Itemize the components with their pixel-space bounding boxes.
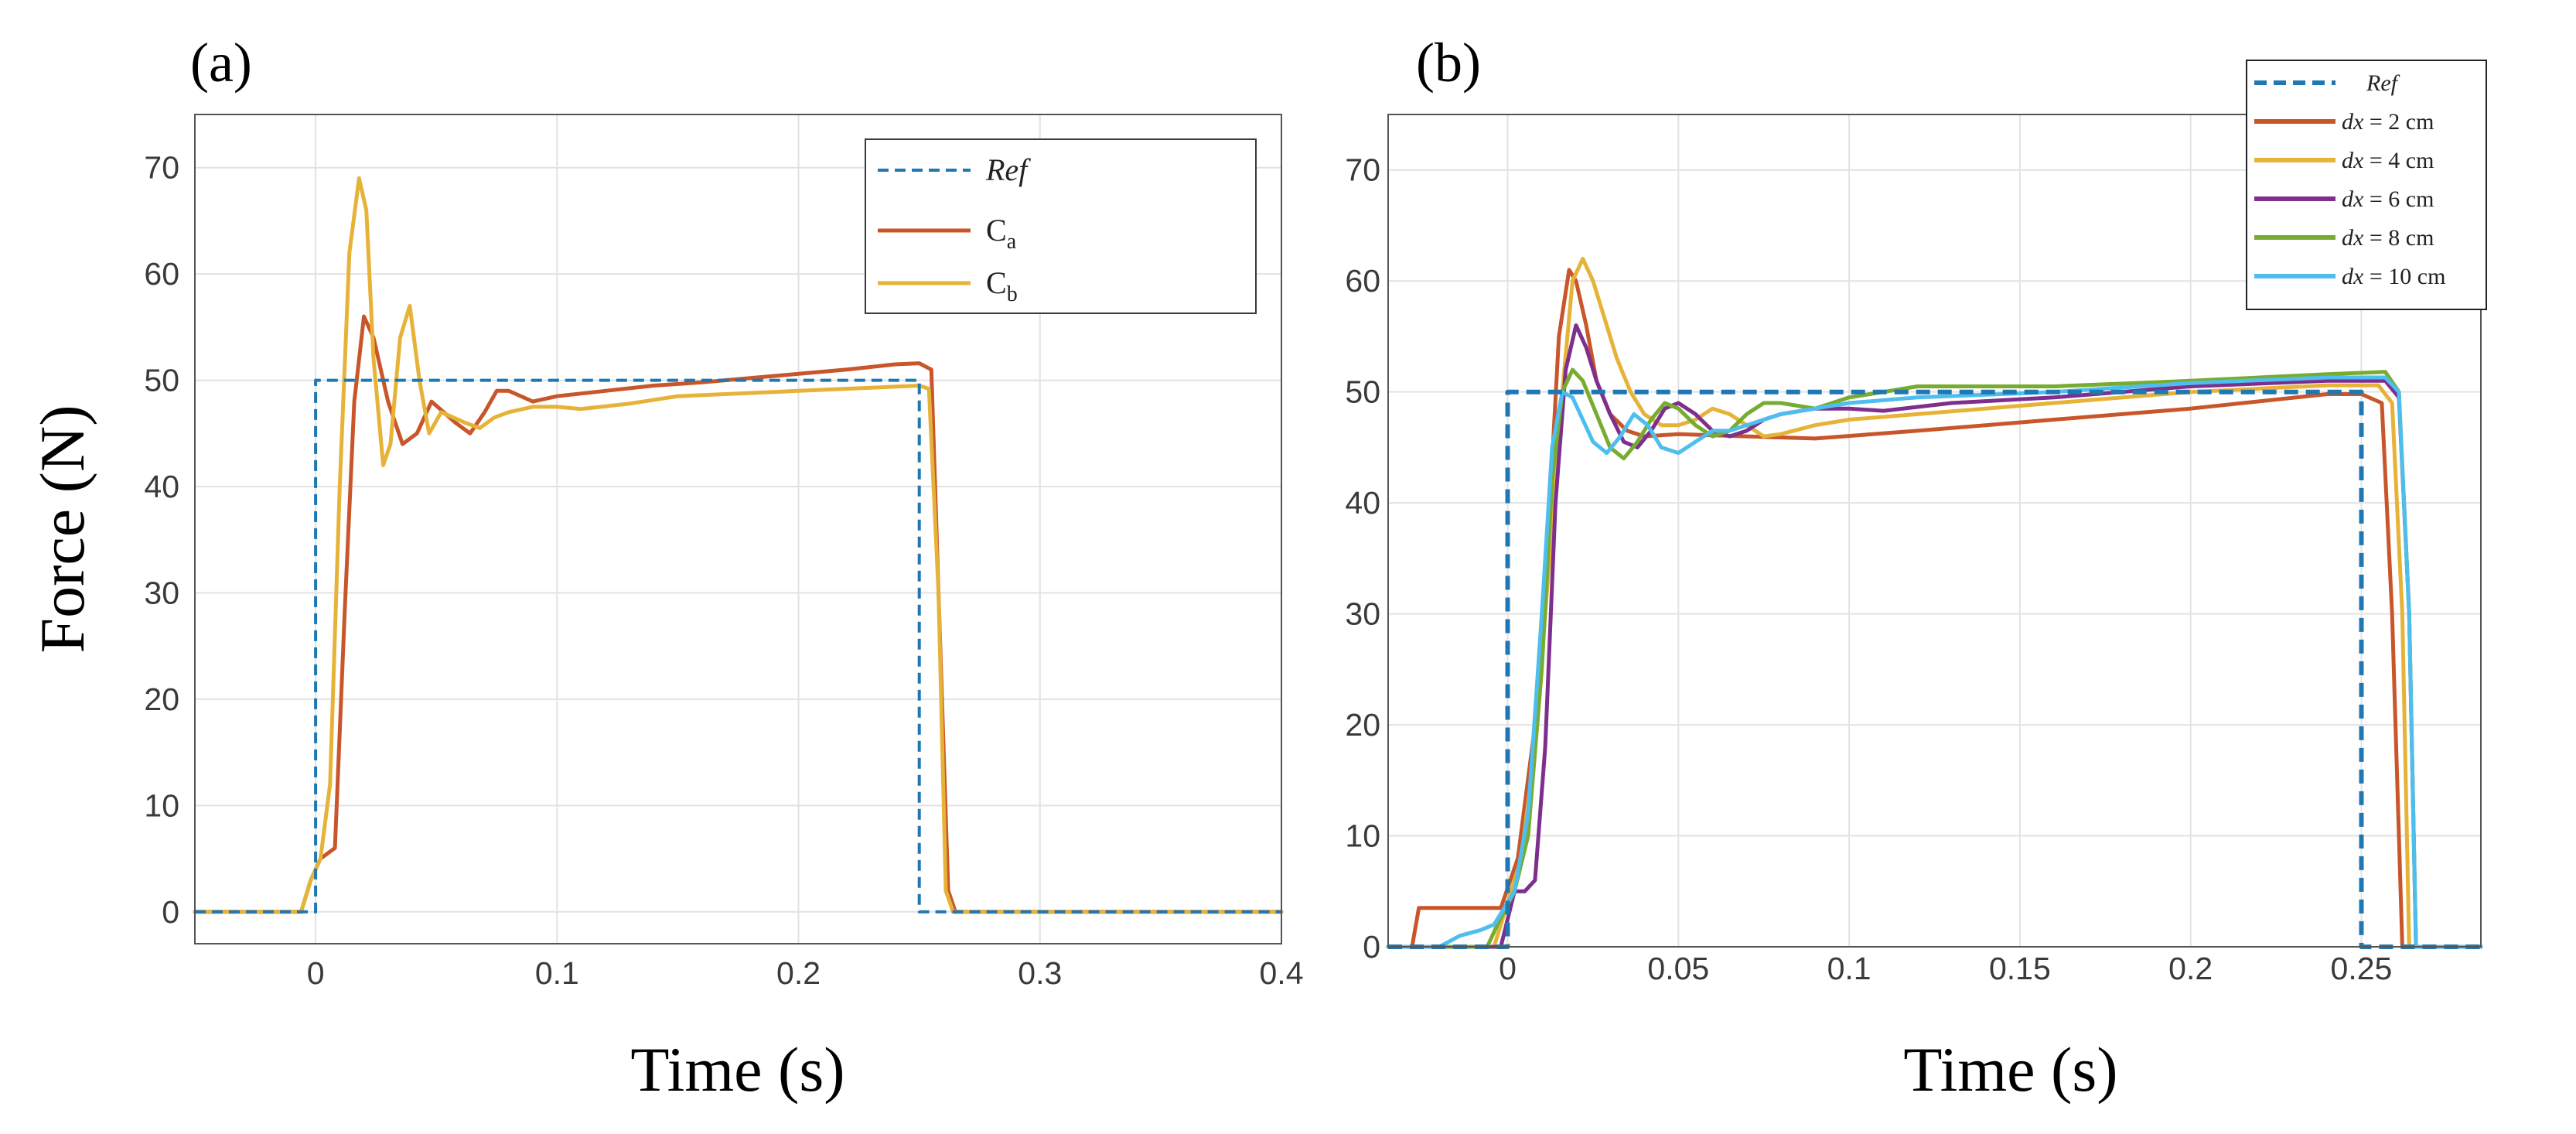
legend-box-a bbox=[865, 138, 1257, 314]
y-tick-label: 60 bbox=[1345, 263, 1380, 299]
y-tick-label: 20 bbox=[1345, 707, 1380, 743]
x-tick-label: 0.1 bbox=[535, 955, 579, 991]
legend-label-dx6-b: dx = 6 cm bbox=[2342, 186, 2434, 212]
plot-frame-b bbox=[1387, 114, 2482, 948]
legend-label-dx2-b: dx = 2 cm bbox=[2342, 109, 2434, 135]
y-tick-label: 40 bbox=[1345, 485, 1380, 521]
x-axis-label-a: Time (s) bbox=[630, 1034, 844, 1105]
series-line-ref bbox=[195, 378, 1281, 914]
legend-label-dx10-b: dx = 10 cm bbox=[2342, 264, 2445, 289]
y-tick-label: 0 bbox=[162, 894, 179, 930]
y-tick-label: 60 bbox=[144, 256, 179, 292]
y-tick-label: 70 bbox=[1345, 152, 1380, 188]
tick-labels-a: 0 0.1 0.2 0.3 0.4 0 10 20 30 40 50 60 70 bbox=[144, 150, 1303, 991]
y-axis-label-a: Force (N) bbox=[27, 405, 97, 653]
legend-label-ca-a: Ca bbox=[986, 213, 1017, 254]
series-line-dx-8-cm bbox=[1386, 367, 2483, 949]
y-tick-label: 10 bbox=[1345, 818, 1380, 854]
series-group-a bbox=[193, 176, 1284, 914]
y-tick-label: 30 bbox=[1345, 596, 1380, 632]
legend-label-ref-b: Ref bbox=[2366, 70, 2400, 96]
y-tick-label: 30 bbox=[144, 575, 179, 610]
y-tick-label: 70 bbox=[144, 150, 179, 186]
panel-label-a: (a) bbox=[190, 32, 252, 94]
y-tick-label: 50 bbox=[1345, 374, 1380, 410]
series-line-cb bbox=[193, 176, 1284, 914]
y-tick-label: 0 bbox=[1363, 929, 1380, 965]
legend-a: Ref Ca Cb bbox=[865, 138, 1257, 314]
legend-label-dx8-b: dx = 8 cm bbox=[2342, 225, 2434, 251]
legend-box-b bbox=[2246, 60, 2487, 310]
x-tick-label: 0.3 bbox=[1018, 955, 1062, 991]
legend-label-cb-a: Cb bbox=[986, 265, 1018, 306]
x-axis-label-b: Time (s) bbox=[1903, 1034, 2117, 1105]
series-line-dx-10-cm bbox=[1386, 375, 2483, 949]
y-tick-label: 50 bbox=[144, 363, 179, 398]
y-tick-label: 10 bbox=[144, 787, 179, 823]
chart-panel-b: (b) 0 0.05 0.1 0.15 0.2 0.25 0 10 20 30 40 50 60 70 T… bbox=[1345, 32, 2487, 1105]
legend-label-dx4-b: dx = 4 cm bbox=[2342, 148, 2434, 173]
panel-label-b: (b) bbox=[1416, 32, 1481, 94]
x-tick-label: 0.2 bbox=[2168, 951, 2213, 986]
x-tick-label: 0 bbox=[1499, 951, 1517, 986]
x-tick-label: 0.15 bbox=[1989, 951, 2051, 986]
x-tick-label: 0.25 bbox=[2331, 951, 2393, 986]
y-tick-label: 40 bbox=[144, 469, 179, 504]
x-tick-label: 0.4 bbox=[1260, 955, 1304, 991]
x-tick-label: 0.05 bbox=[1647, 951, 1709, 986]
legend-b: Ref dx = 2 cm dx = 4 cm dx = 6 cm dx = 8… bbox=[2246, 60, 2487, 310]
series-group-b bbox=[1386, 257, 2483, 949]
legend-label-ref-a: Ref bbox=[985, 152, 1031, 187]
chart-panel-a: (a) 0 0.1 0.2 0.3 0.4 0 10 20 30 40 50 60 70 Time (s… bbox=[27, 32, 1304, 1105]
series-line-dx-6-cm bbox=[1386, 323, 2483, 949]
x-tick-label: 0.1 bbox=[1827, 951, 1871, 986]
x-tick-label: 0 bbox=[307, 955, 325, 991]
plot-frame-a bbox=[194, 114, 1282, 944]
series-line-dx-4-cm bbox=[1386, 257, 2483, 949]
x-tick-label: 0.2 bbox=[776, 955, 821, 991]
series-line-ca bbox=[193, 314, 1284, 914]
tick-labels-b: 0 0.05 0.1 0.15 0.2 0.25 0 10 20 30 40 50 60 70 bbox=[1345, 152, 2392, 986]
y-tick-label: 20 bbox=[144, 681, 179, 717]
